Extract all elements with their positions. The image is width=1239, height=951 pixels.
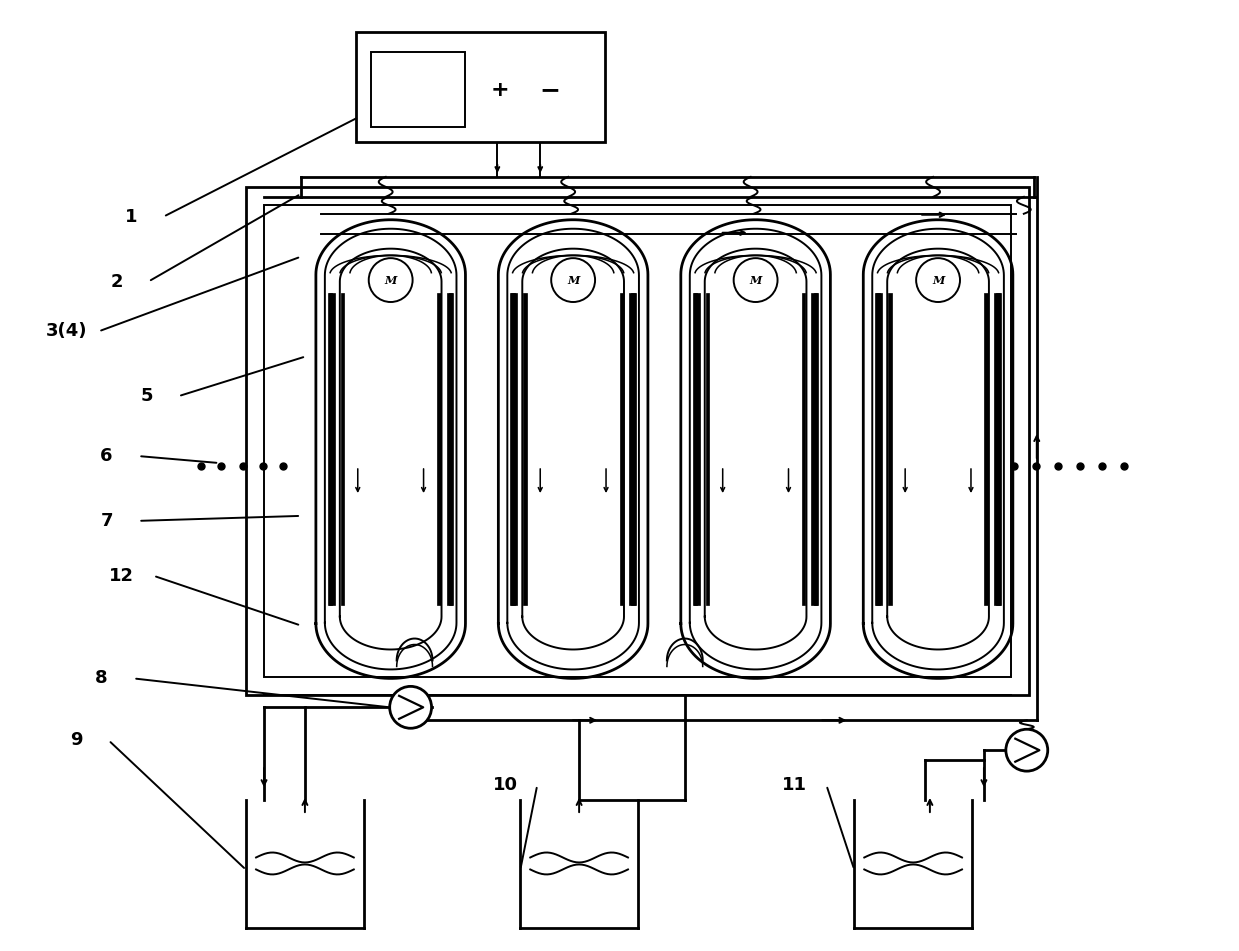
Text: 8: 8 (95, 670, 108, 688)
Bar (814, 293, 818, 605)
Bar (632, 293, 634, 605)
Circle shape (1006, 729, 1048, 771)
Text: −: − (540, 78, 561, 102)
Circle shape (369, 258, 413, 302)
Text: 10: 10 (493, 776, 518, 794)
Text: M: M (750, 275, 762, 285)
Text: 3(4): 3(4) (46, 322, 88, 340)
Circle shape (916, 258, 960, 302)
Text: 9: 9 (71, 731, 83, 749)
Bar (693, 293, 700, 605)
Bar (449, 293, 452, 605)
Text: M: M (932, 275, 944, 285)
Bar (370, 52, 466, 127)
Bar (875, 293, 882, 605)
Circle shape (390, 687, 431, 728)
Circle shape (551, 258, 595, 302)
Text: 5: 5 (140, 387, 152, 405)
Text: 6: 6 (100, 447, 113, 465)
Bar (706, 293, 709, 605)
Bar (996, 293, 1000, 605)
Bar (629, 293, 636, 605)
Text: +: + (491, 80, 509, 100)
Text: 11: 11 (782, 776, 807, 794)
Bar (994, 293, 1001, 605)
Circle shape (733, 258, 778, 302)
Bar (620, 293, 623, 605)
Text: 7: 7 (100, 512, 113, 530)
Bar (812, 293, 819, 605)
Bar (341, 293, 344, 605)
Bar (328, 293, 332, 605)
Bar (512, 293, 515, 605)
Bar (985, 293, 987, 605)
Text: M: M (567, 275, 580, 285)
Text: M: M (384, 275, 396, 285)
Bar (356, 32, 605, 142)
Bar (523, 293, 527, 605)
Bar (446, 293, 453, 605)
Bar (802, 293, 805, 605)
Bar (247, 186, 1028, 695)
Bar (328, 293, 335, 605)
Bar (876, 293, 880, 605)
Text: 2: 2 (110, 273, 123, 291)
Bar (510, 293, 518, 605)
Bar (437, 293, 441, 605)
Text: 1: 1 (125, 207, 138, 225)
Bar (264, 204, 1011, 677)
Text: 12: 12 (109, 567, 134, 585)
Bar (694, 293, 698, 605)
Bar (888, 293, 892, 605)
